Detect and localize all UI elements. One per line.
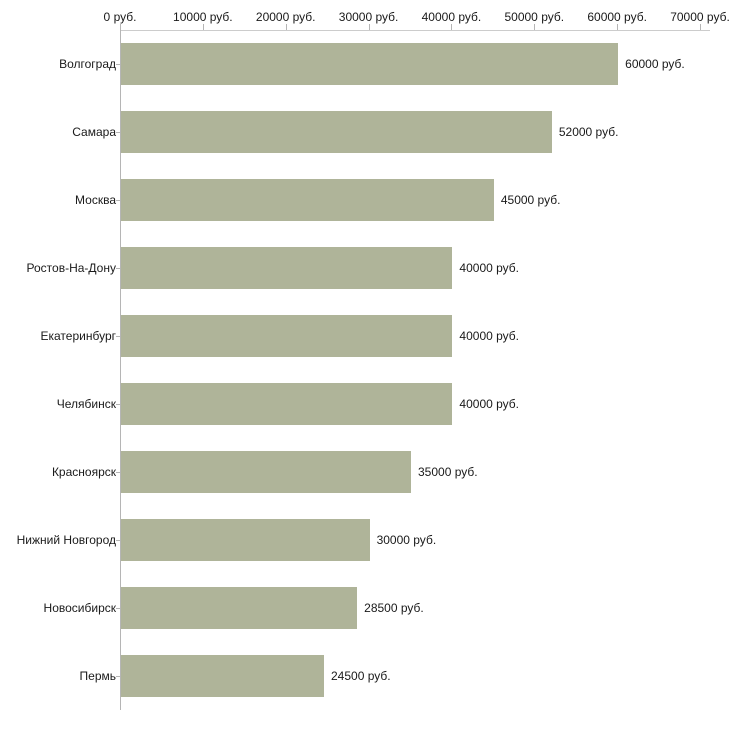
bar — [121, 247, 453, 289]
bar — [121, 43, 619, 85]
bar — [121, 315, 453, 357]
y-axis-tick-mark — [116, 336, 120, 337]
category-label: Ростов-На-Дону — [26, 261, 116, 275]
x-axis-tick-label: 0 руб. — [103, 10, 137, 24]
value-label: 45000 руб. — [500, 193, 561, 207]
bar — [121, 179, 494, 221]
y-axis-tick-mark — [116, 404, 120, 405]
category-label: Пермь — [79, 669, 116, 683]
y-axis-tick-mark — [116, 676, 120, 677]
x-axis-tick-mark — [617, 24, 619, 30]
x-axis-tick-mark — [202, 24, 204, 30]
x-axis-tick-mark — [700, 24, 701, 30]
y-axis-tick-mark — [116, 540, 120, 541]
x-axis-tick-label: 10000 руб. — [173, 10, 233, 24]
x-axis-tick-label: 70000 руб. — [670, 10, 730, 24]
value-label: 40000 руб. — [459, 261, 520, 275]
value-label: 60000 руб. — [625, 57, 685, 71]
value-label: 24500 руб. — [331, 669, 391, 683]
x-axis-tick-mark — [368, 24, 370, 30]
y-axis-tick-mark — [116, 132, 120, 133]
x-axis-tick-label: 60000 руб. — [587, 10, 647, 24]
y-axis-tick-mark — [116, 608, 120, 609]
x-axis-tick-label: 50000 руб. — [504, 10, 565, 24]
x-axis-tick-mark — [285, 24, 287, 30]
value-label: 30000 руб. — [376, 533, 437, 547]
value-label: 28500 руб. — [364, 601, 424, 615]
bar — [121, 111, 552, 153]
bar — [121, 451, 411, 493]
y-axis-tick-mark — [116, 472, 120, 473]
value-label: 40000 руб. — [459, 329, 520, 343]
x-axis-tick-mark — [534, 24, 536, 30]
x-axis-tick-mark — [451, 24, 453, 30]
value-label: 35000 руб. — [418, 465, 478, 479]
x-axis-tick-mark — [120, 24, 121, 30]
value-label: 52000 руб. — [558, 125, 619, 139]
category-label: Екатеринбург — [40, 329, 117, 343]
y-axis-tick-mark — [116, 200, 120, 201]
bar — [121, 383, 453, 425]
x-axis-tick-label: 40000 руб. — [421, 10, 482, 24]
y-axis-tick-mark — [116, 268, 120, 269]
y-axis-tick-mark — [116, 64, 120, 65]
category-label: Нижний Новгород — [16, 533, 116, 547]
category-label: Самара — [72, 125, 116, 139]
x-axis-line — [120, 30, 710, 31]
x-axis-tick-label: 30000 руб. — [338, 10, 399, 24]
x-axis-tick-label: 20000 руб. — [255, 10, 316, 24]
category-label: Новосибирск — [43, 601, 116, 615]
bar — [121, 519, 370, 561]
bar — [121, 655, 324, 697]
category-label: Москва — [75, 193, 116, 207]
category-label: Челябинск — [56, 397, 116, 411]
category-label: Волгоград — [59, 57, 116, 71]
value-label: 40000 руб. — [459, 397, 520, 411]
bar — [121, 587, 358, 629]
category-label: Красноярск — [51, 465, 116, 479]
y-axis-line — [120, 30, 121, 710]
